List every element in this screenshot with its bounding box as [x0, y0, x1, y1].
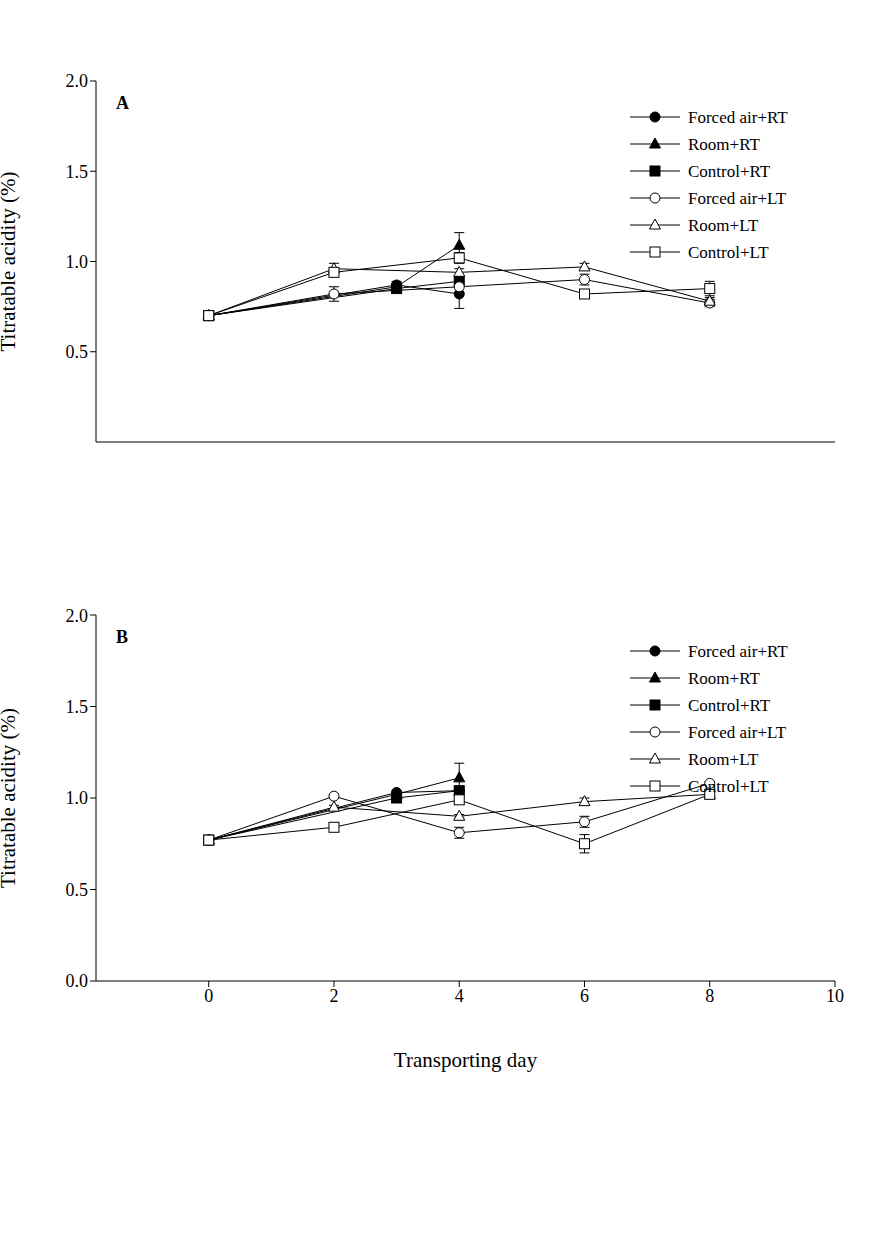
svg-text:Control+RT: Control+RT [688, 162, 771, 181]
svg-text:2: 2 [329, 986, 338, 1006]
svg-text:Forced air+RT: Forced air+RT [688, 642, 788, 661]
svg-text:1.0: 1.0 [66, 788, 89, 808]
svg-text:2.0: 2.0 [66, 71, 89, 91]
svg-text:Room+LT: Room+LT [688, 750, 759, 769]
svg-text:1.5: 1.5 [66, 162, 89, 182]
html-text:A: A [116, 93, 129, 113]
svg-text:Room+RT: Room+RT [688, 669, 760, 688]
svg-text:Forced air+LT: Forced air+LT [688, 723, 787, 742]
svg-text:Control+RT: Control+RT [688, 696, 771, 715]
svg-text:8: 8 [705, 986, 714, 1006]
svg-text:10: 10 [826, 986, 844, 1006]
svg-text:Forced air+RT: Forced air+RT [688, 108, 788, 127]
svg-text:Transporting day: Transporting day [394, 1048, 538, 1072]
svg-text:6: 6 [580, 986, 589, 1006]
svg-text:0.5: 0.5 [66, 880, 89, 900]
svg-text:0.5: 0.5 [66, 342, 89, 362]
svg-text:Forced air+LT: Forced air+LT [688, 189, 787, 208]
svg-text:Room+LT: Room+LT [688, 216, 759, 235]
svg-text:Room+RT: Room+RT [688, 135, 760, 154]
svg-text:1.5: 1.5 [66, 697, 89, 717]
html-text:B: B [116, 627, 128, 647]
svg-text:0: 0 [204, 986, 213, 1006]
svg-text:0.0: 0.0 [66, 971, 89, 991]
svg-text:Control+LT: Control+LT [688, 777, 769, 796]
svg-text:Titratable acidity (%): Titratable acidity (%) [8, 708, 20, 888]
svg-text:2.0: 2.0 [66, 606, 89, 626]
svg-text:1.0: 1.0 [66, 252, 89, 272]
svg-text:Titratable acidity (%): Titratable acidity (%) [8, 171, 20, 351]
svg-text:4: 4 [455, 986, 464, 1006]
svg-text:Control+LT: Control+LT [688, 243, 769, 262]
